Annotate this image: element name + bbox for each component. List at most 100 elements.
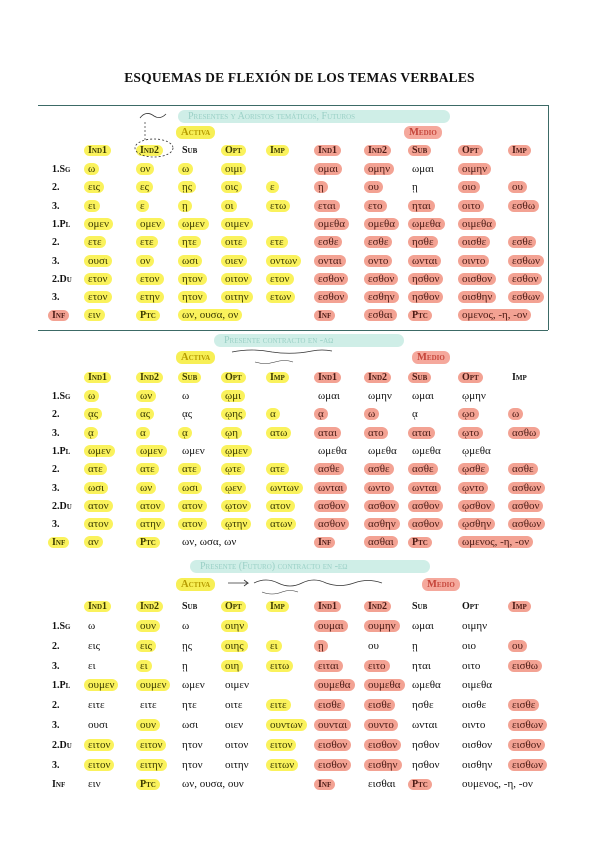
column-header: Imp: [512, 370, 527, 384]
ending-cell: ητε: [182, 698, 197, 712]
ending-cell: ατον: [136, 499, 165, 513]
ending-text: ησθον: [408, 291, 444, 304]
ending-text: ῳσθον: [458, 499, 495, 512]
ending-cell: ουν: [136, 619, 160, 633]
ending-cell: ου: [508, 639, 527, 653]
ending-text: εις: [88, 639, 100, 652]
ending-text: οι: [221, 199, 238, 212]
ending-cell: ῳο: [458, 407, 479, 421]
ending-cell: ου: [508, 180, 527, 194]
row-label: 1.Pl: [52, 678, 70, 692]
column-header-label: Sub: [182, 145, 198, 156]
ending-cell: οισθην: [458, 290, 497, 304]
column-header: Ind1: [314, 599, 342, 613]
ending-text: ωμεν: [178, 217, 209, 230]
ending-text: ῳτο: [458, 426, 484, 439]
ending-text: ασθων: [508, 481, 546, 494]
row-label: 2.: [52, 180, 60, 194]
column-header-label: Ind2: [136, 145, 164, 156]
ending-cell: εις: [136, 639, 156, 653]
ending-text: ωμαι: [318, 390, 340, 402]
ending-cell: ωνται: [412, 718, 437, 732]
ending-text: ηται: [408, 199, 435, 212]
ending-cell: ειτον: [84, 758, 115, 772]
ending-cell: ωντων: [266, 481, 303, 495]
ending-text: εισθαι: [368, 778, 396, 791]
ending-text: ωντων: [266, 481, 303, 494]
ending-text: ετον: [84, 272, 112, 285]
ending-text: ουντων: [266, 719, 307, 731]
ending-cell: ητε: [178, 235, 201, 249]
ending-text: ειτων: [266, 758, 299, 771]
ending-text: ηται: [412, 659, 431, 672]
ending-cell: ασθον: [508, 499, 544, 513]
ending-text: ομαι: [314, 163, 343, 175]
ending-text: Ptc: [136, 310, 160, 322]
ending-text: οιμεν: [225, 679, 249, 692]
row-label-text: 3.: [52, 759, 60, 771]
ending-text: εισθε: [508, 699, 540, 712]
column-header: Opt: [458, 370, 483, 384]
ending-cell: ω: [84, 162, 100, 176]
ending-text: ῳτον: [221, 499, 252, 512]
ending-text: ῳτε: [221, 463, 246, 476]
ending-text: ετην: [136, 291, 164, 304]
ending-cell: ωμεθα: [368, 444, 397, 458]
ending-text: ασθον: [408, 499, 444, 512]
ending-text: ουνται: [314, 719, 352, 731]
ending-cell: ῃ: [412, 180, 418, 194]
ending-text: ῳντο: [458, 481, 489, 494]
ending-text: οιτην: [221, 291, 253, 304]
ending-cell: οιο: [462, 639, 476, 653]
ending-text: ῳμεθα: [462, 444, 491, 457]
ending-text: ωνται: [408, 481, 442, 494]
ending-text: εσθην: [364, 291, 399, 304]
ending-cell: οιντο: [462, 718, 485, 732]
middle-voice-label: Medio: [412, 351, 450, 364]
ending-cell: εισθον: [508, 738, 546, 752]
ending-text: ῳη: [221, 426, 242, 439]
ending-text: ωμεθα: [408, 217, 445, 230]
ending-cell: οιτην: [221, 290, 253, 304]
ending-text: ω: [88, 620, 96, 632]
ending-cell: ωνται: [408, 254, 442, 268]
column-header: Imp: [508, 599, 531, 613]
row-label-text: Inf: [48, 310, 70, 322]
ending-cell: Ptc: [136, 535, 160, 549]
ending-cell: ωμεθα: [412, 678, 441, 692]
ending-text: ουν: [136, 719, 160, 731]
ending-text: ετο: [364, 199, 387, 212]
column-header-label: Ind1: [84, 145, 112, 156]
ending-cell: ωμαι: [412, 162, 434, 176]
ending-cell: ῳτο: [458, 426, 484, 440]
column-header-label: Opt: [221, 145, 246, 156]
ending-text: ωνται: [314, 481, 348, 494]
ending-text: ουμεθα: [314, 679, 355, 692]
ending-cell: ειτον: [84, 738, 115, 752]
ending-cell: ων, ωσα, ων: [182, 535, 236, 549]
ending-text: οιην: [221, 620, 249, 632]
ending-cell: οιτε: [225, 698, 243, 712]
row-label-text: 2.: [52, 700, 60, 712]
ending-text: ου: [364, 181, 383, 194]
ending-text: ωμεθα: [318, 444, 347, 457]
section-1-top-rule: [38, 105, 548, 106]
column-header: Sub: [182, 143, 197, 157]
column-header: Imp: [266, 599, 289, 613]
ending-cell: ωμεθα: [408, 217, 445, 231]
ending-text: ᾳ: [178, 426, 192, 439]
ending-text: εισθε: [314, 699, 346, 712]
ending-text: οισθε: [462, 699, 487, 712]
ending-text: ουμενος, -η, -ον: [462, 778, 533, 791]
ending-text: ειτε: [88, 699, 105, 712]
ending-cell: ε: [266, 180, 279, 194]
row-label-text: 3.: [52, 482, 60, 494]
ending-text: ες: [136, 181, 153, 194]
ending-cell: ατε: [136, 462, 159, 476]
ending-cell: ηται: [408, 199, 435, 213]
ending-text: ατον: [84, 499, 113, 512]
ending-text: αται: [314, 426, 341, 439]
ending-cell: ω: [178, 162, 194, 176]
row-label: 3.: [52, 199, 60, 213]
page-title: ESQUEMAS DE FLEXIÓN DE LOS TEMAS VERBALE…: [124, 70, 475, 85]
